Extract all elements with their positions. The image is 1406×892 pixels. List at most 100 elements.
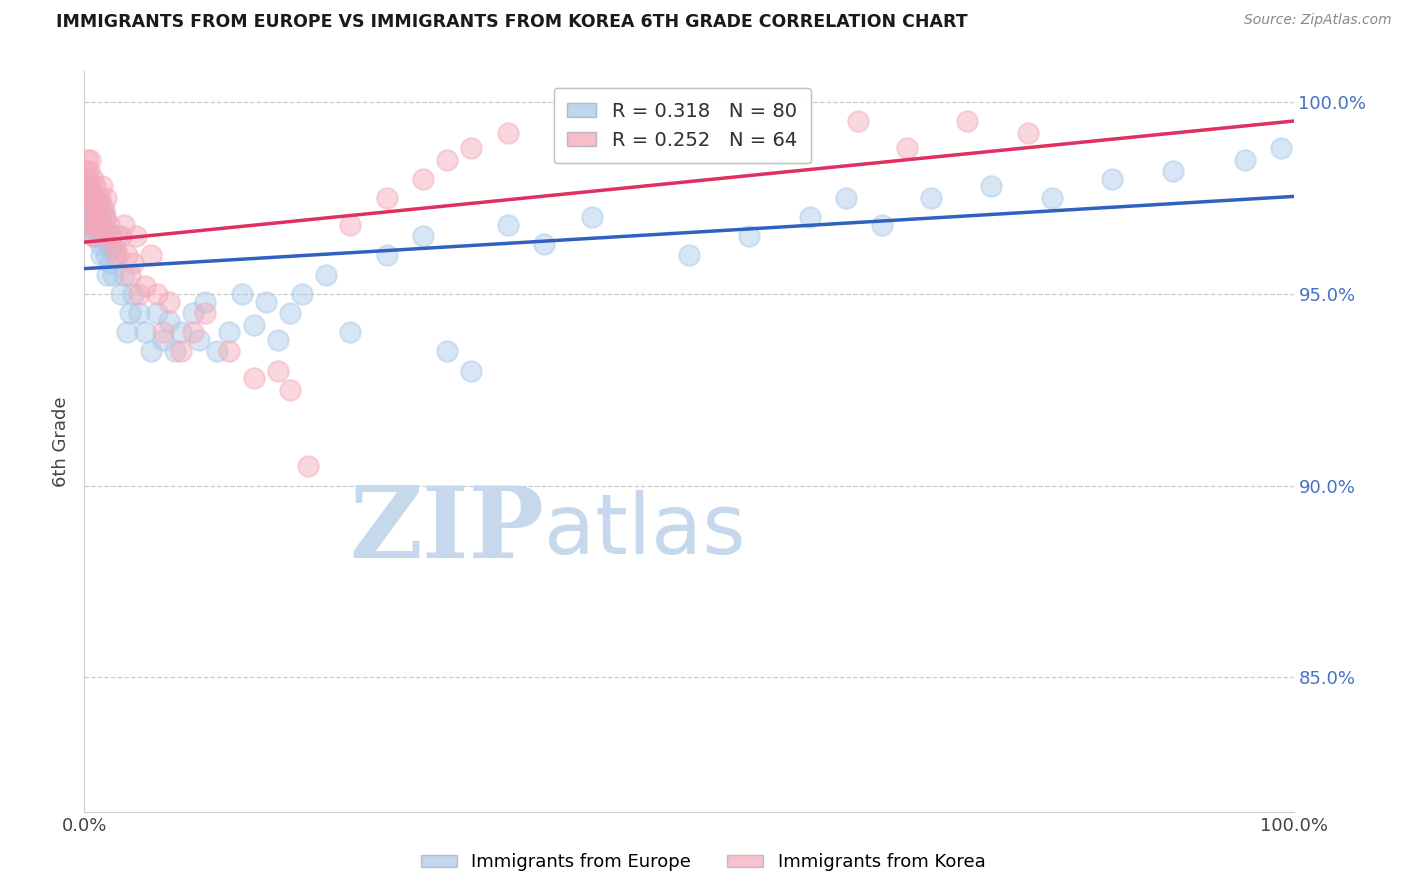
Point [104,248,127,262]
Legend: R = 0.318   N = 80, R = 0.252   N = 64: R = 0.318 N = 80, R = 0.252 N = 64 [554,88,811,163]
Point [581,133,603,147]
Point [120,268,142,282]
Point [157,294,180,309]
Point [254,294,277,309]
Point [152,333,174,347]
Point [76,171,98,186]
Point [460,363,482,377]
Point [79,214,101,228]
Point [82,218,104,232]
Point [181,306,204,320]
Point [581,210,603,224]
Point [80,191,103,205]
Point [278,383,301,397]
Point [89,237,111,252]
Point [97,218,120,232]
Point [87,218,110,232]
Point [86,194,108,209]
Point [1161,164,1184,178]
Point [93,202,115,217]
Point [82,199,104,213]
Point [80,191,103,205]
Point [83,191,105,205]
Point [91,179,114,194]
Point [799,210,821,224]
Point [94,210,117,224]
Point [412,171,434,186]
Point [194,306,217,320]
Point [110,229,132,244]
Point [79,153,101,167]
Point [896,141,918,155]
Point [89,221,111,235]
Point [194,294,217,309]
Point [291,286,314,301]
Point [920,191,942,205]
Point [103,268,125,282]
Point [90,248,112,262]
Point [84,210,107,224]
Point [87,210,110,224]
Legend: Immigrants from Europe, Immigrants from Korea: Immigrants from Europe, Immigrants from … [413,847,993,879]
Point [496,218,519,232]
Point [86,218,108,232]
Point [77,164,100,178]
Point [846,114,869,128]
Point [86,202,108,217]
Point [100,241,122,255]
Point [82,229,104,244]
Point [134,325,156,339]
Point [76,191,98,205]
Point [121,286,143,301]
Point [91,202,114,217]
Point [146,286,169,301]
Point [112,218,135,232]
Point [436,153,458,167]
Point [125,229,148,244]
Point [107,248,129,262]
Point [77,171,100,186]
Point [80,202,103,217]
Point [120,306,142,320]
Point [170,325,193,339]
Point [77,179,100,194]
Point [1234,153,1257,167]
Point [75,164,97,178]
Point [872,218,894,232]
Point [375,248,398,262]
Point [77,191,100,205]
Point [94,248,117,262]
Point [94,210,117,224]
Point [157,314,180,328]
Point [121,256,143,270]
Point [79,206,101,220]
Point [83,218,105,232]
Point [110,286,132,301]
Point [89,191,111,205]
Point [375,191,398,205]
Point [134,279,156,293]
Point [533,237,555,252]
Point [91,229,114,244]
Point [339,325,361,339]
Point [181,325,204,339]
Point [496,126,519,140]
Point [1040,191,1063,205]
Point [128,306,150,320]
Point [267,363,290,377]
Point [93,218,115,232]
Point [75,179,97,194]
Point [105,229,128,244]
Point [738,133,761,147]
Point [77,210,100,224]
Point [412,229,434,244]
Point [76,153,98,167]
Point [96,268,118,282]
Point [79,179,101,194]
Point [115,248,138,262]
Point [218,325,240,339]
Point [86,218,108,232]
Point [84,226,107,240]
Point [267,333,290,347]
Point [460,141,482,155]
